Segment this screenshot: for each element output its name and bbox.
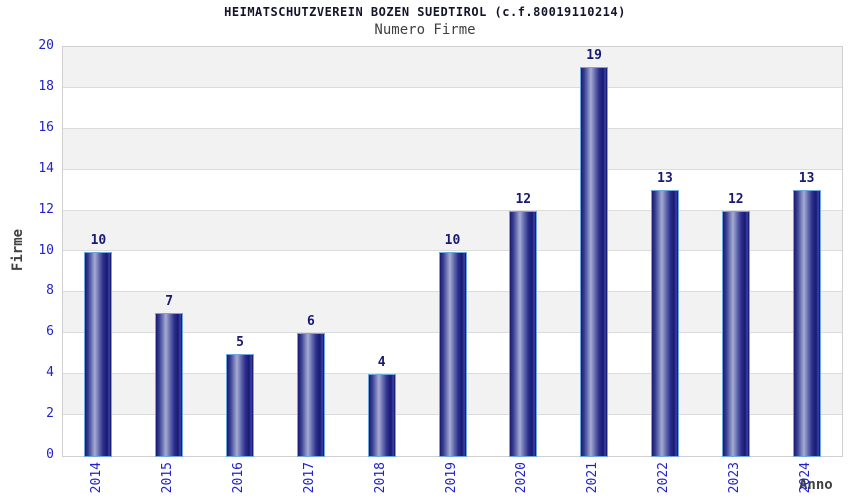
y-tick-label: 2 <box>46 406 54 422</box>
x-tick-label: 2023 <box>726 462 742 494</box>
plot-band <box>63 47 842 88</box>
bar-value-label: 13 <box>657 171 673 187</box>
bar-value-label: 7 <box>165 293 174 309</box>
bar-value-label: 10 <box>90 232 107 248</box>
bar-2017 <box>296 333 325 457</box>
bar-value-label: 12 <box>515 191 532 207</box>
plot-band <box>63 210 842 252</box>
bar-2018 <box>367 374 396 457</box>
x-tick-label: 2021 <box>585 462 601 494</box>
x-tick-label: 2022 <box>655 462 671 494</box>
chart-subtitle: Numero Firme <box>374 22 476 38</box>
bar-value-label: 12 <box>727 191 744 207</box>
plot-band <box>63 169 842 211</box>
bar-value-label: 6 <box>306 314 315 330</box>
x-tick-label: 2024 <box>797 462 813 494</box>
bar-2020 <box>509 210 538 457</box>
bar-2023 <box>721 210 750 457</box>
y-tick-label: 16 <box>38 119 54 135</box>
plot-band <box>63 128 842 170</box>
bar-2024 <box>792 190 821 457</box>
bar-value-label: 10 <box>444 232 461 248</box>
x-tick-label: 2016 <box>231 462 247 494</box>
bar-value-label: 19 <box>586 48 602 64</box>
plot-band <box>63 87 842 129</box>
bar-value-label: 4 <box>377 355 386 371</box>
y-tick-label: 0 <box>46 447 54 462</box>
bar-2022 <box>650 190 679 457</box>
y-tick-label: 18 <box>38 78 54 94</box>
x-tick-label: 2017 <box>301 462 317 494</box>
bar-value-label: 5 <box>236 334 244 350</box>
bar-2019 <box>438 251 467 457</box>
x-tick-label: 2014 <box>89 462 105 494</box>
bar-2021 <box>580 67 609 457</box>
x-axis-label: Anno <box>799 477 833 493</box>
bar-value-label: 13 <box>798 171 815 187</box>
bar-2014 <box>84 251 113 457</box>
plot-area: 10 7 5 6 4 10 12 19 13 12 13 <box>62 46 843 457</box>
y-tick-label: 20 <box>38 38 54 53</box>
y-tick-label: 12 <box>38 201 54 217</box>
chart-title: HEIMATSCHUTZVEREIN BOZEN SUEDTIROL (c.f.… <box>224 5 626 19</box>
y-tick-label: 10 <box>38 242 54 258</box>
x-tick-label: 2020 <box>514 462 530 494</box>
y-tick-label: 14 <box>38 160 54 176</box>
x-tick-label: 2019 <box>443 462 459 494</box>
x-tick-label: 2018 <box>372 462 388 494</box>
bar-2015 <box>155 312 184 457</box>
x-tick-label: 2015 <box>160 462 176 494</box>
y-tick-label: 8 <box>46 283 54 299</box>
bar-2016 <box>226 353 255 457</box>
y-tick-label: 6 <box>46 324 54 340</box>
y-tick-label: 4 <box>46 365 54 381</box>
